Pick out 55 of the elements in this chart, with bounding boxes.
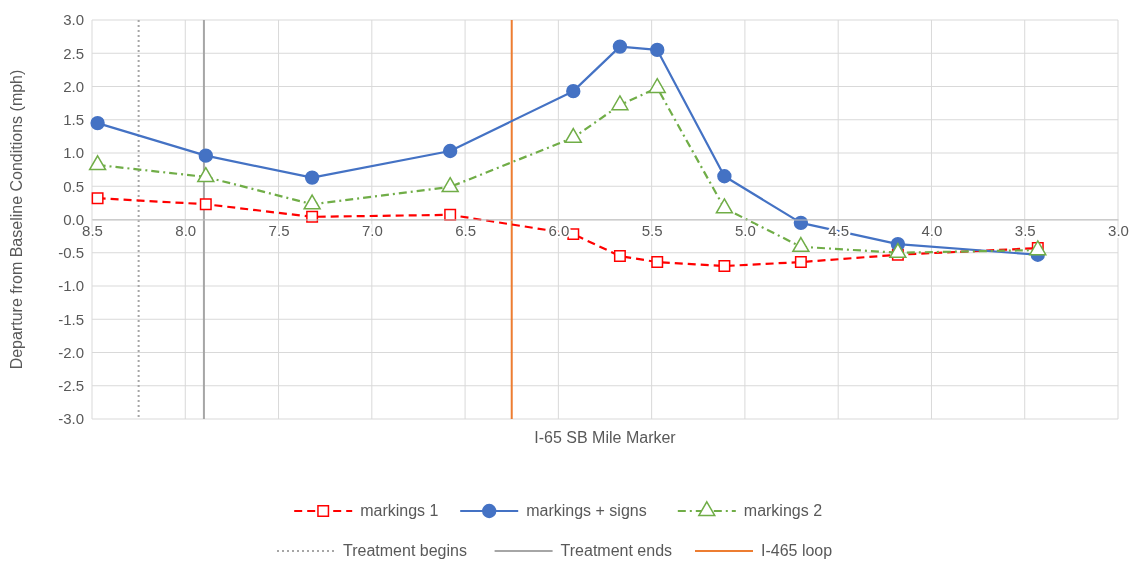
point (198, 148, 213, 163)
point (566, 83, 581, 99)
y-tick-label: 0.0 (63, 210, 84, 228)
legend-label: markings 2 (743, 502, 823, 519)
point (794, 256, 807, 269)
point (718, 260, 731, 273)
point (717, 169, 732, 184)
point (715, 198, 734, 214)
x-tick-label: 3.5 (1014, 222, 1036, 240)
point (792, 236, 810, 253)
point (90, 115, 105, 131)
y-tick-label: 1.0 (63, 144, 84, 162)
x-tick-label: 8.5 (82, 222, 103, 240)
x-tick-label: 7.5 (268, 222, 290, 240)
point (564, 127, 583, 144)
x-tick-label: 7.0 (361, 222, 383, 240)
y-tick-label: 2.5 (63, 44, 84, 62)
y-tick-label: -2.5 (58, 377, 84, 395)
legend-label: Treatment begins (343, 542, 467, 559)
y-axis-title: Departure from Baseline Conditions (mph) (8, 69, 25, 370)
y-tick-label: 1.5 (63, 111, 84, 129)
x-tick-label: 6.5 (455, 222, 477, 240)
y-tick-label: -0.5 (58, 244, 84, 262)
point (612, 39, 628, 54)
x-tick-label: 5.5 (641, 222, 663, 240)
legend-label: markings 1 (360, 502, 439, 519)
x-tick-label: 5.0 (734, 222, 756, 240)
legend-label: Treatment ends (560, 542, 673, 559)
point (441, 176, 459, 193)
point (648, 77, 666, 94)
y-tick-label: -2.0 (58, 343, 84, 361)
y-tick-label: -1.5 (58, 310, 84, 328)
x-tick-label: 8.0 (175, 222, 197, 240)
point (650, 42, 665, 58)
y-tick-label: 0.5 (63, 177, 84, 195)
point (91, 192, 104, 205)
point (611, 95, 629, 111)
y-tick-label: -1.0 (58, 277, 84, 295)
y-tick-label: -3.0 (58, 410, 84, 428)
point (88, 155, 107, 171)
point (199, 198, 212, 211)
point (304, 170, 320, 185)
point (197, 166, 215, 183)
legend-label: I-465 loop (761, 542, 833, 559)
y-tick-label: 2.0 (63, 77, 84, 95)
point (889, 242, 907, 259)
point (613, 250, 626, 263)
point (303, 194, 321, 210)
x-axis-title: I-65 SB Mile Marker (534, 429, 677, 446)
point (442, 143, 458, 159)
point (651, 256, 664, 269)
x-tick-label: 3.0 (1108, 222, 1129, 240)
x-tick-label: 4.0 (921, 222, 943, 240)
legend-label: markings + signs (526, 502, 647, 519)
y-tick-label: 3.0 (63, 11, 84, 29)
